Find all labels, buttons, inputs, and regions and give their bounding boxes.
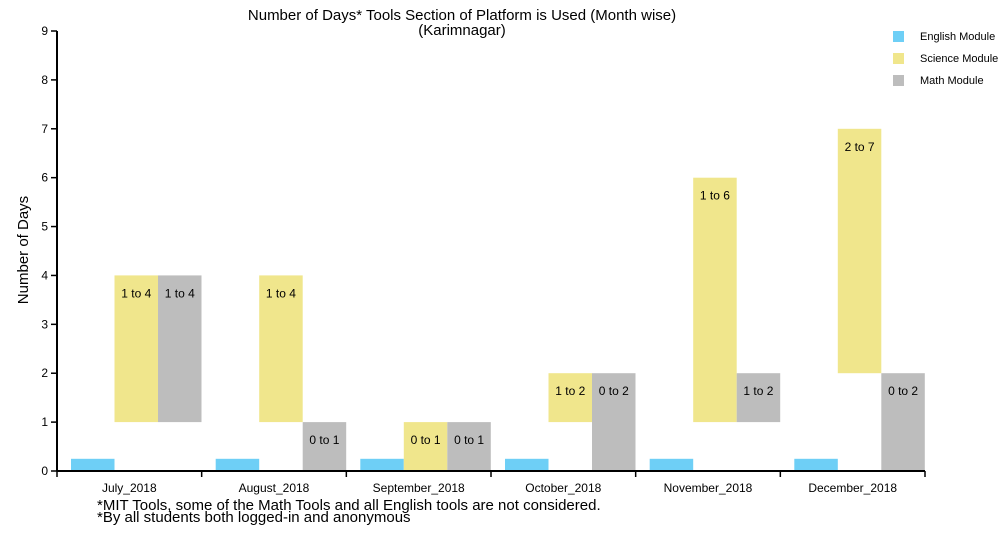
x-tick-label: August_2018 <box>239 481 310 495</box>
footnote-mit-tools: *MIT Tools, some of the Math Tools and a… <box>97 497 601 514</box>
bar-data-label: 1 to 4 <box>121 286 151 300</box>
y-tick-label: 9 <box>41 24 48 38</box>
bar-english-module-november_2018 <box>649 458 694 471</box>
bar-math-module-november_2018 <box>736 373 781 423</box>
bar-data-label: 1 to 6 <box>700 189 730 203</box>
bar-science-module-october_2018 <box>548 373 592 423</box>
y-tick-label: 1 <box>41 415 48 429</box>
legend-swatch <box>893 31 904 42</box>
y-tick-label: 5 <box>41 220 48 234</box>
bar-english-module-september_2018 <box>360 458 404 471</box>
legend-label: Science Module <box>920 53 998 65</box>
x-tick-label: July_2018 <box>102 481 157 495</box>
bar-science-module-december_2018 <box>837 128 882 374</box>
y-tick-label: 7 <box>41 122 48 136</box>
bar-science-module-august_2018 <box>259 275 303 423</box>
bar-english-module-july_2018 <box>71 458 115 471</box>
bar-data-label: 1 to 2 <box>555 384 585 398</box>
bar-science-module-july_2018 <box>114 275 158 423</box>
bar-english-module-december_2018 <box>794 458 838 471</box>
y-tick-label: 4 <box>41 268 48 282</box>
legend-swatch <box>893 75 904 86</box>
legend-label: Math Module <box>920 75 984 87</box>
bars-layer <box>71 128 925 471</box>
bar-math-module-september_2018 <box>447 422 491 471</box>
y-axis-label: Number of Days <box>15 196 32 304</box>
bar-data-label: 0 to 2 <box>888 384 918 398</box>
y-tick-label: 8 <box>41 73 48 87</box>
footnote-students: *By all students both logged-in and anon… <box>97 509 411 526</box>
bar-data-label: 0 to 1 <box>309 433 339 447</box>
bar-math-module-july_2018 <box>158 275 202 423</box>
bar-data-label: 1 to 4 <box>165 286 195 300</box>
x-tick-label: December_2018 <box>808 481 897 495</box>
bar-science-module-november_2018 <box>693 177 737 423</box>
legend-swatch <box>893 53 904 64</box>
chart-subtitle: (Karimnagar) <box>418 22 506 39</box>
chart-title: Number of Days* Tools Section of Platfor… <box>248 7 676 24</box>
bar-math-module-august_2018 <box>302 422 347 471</box>
bar-math-module-december_2018 <box>881 373 925 471</box>
bar-data-label: 2 to 7 <box>845 140 875 154</box>
bar-data-label: 0 to 1 <box>454 433 484 447</box>
bar-science-module-september_2018 <box>403 422 448 471</box>
y-tick-label: 0 <box>41 464 48 478</box>
legend-label: English Module <box>920 31 995 43</box>
x-tick-label: November_2018 <box>664 481 753 495</box>
bar-math-module-october_2018 <box>592 373 636 471</box>
legend: English Module Science Module Math Module <box>893 31 998 87</box>
bar-data-label: 0 to 1 <box>411 433 441 447</box>
bar-labels-layer: 1 to 4 1 to 4 1 to 4 0 to 1 0 to 1 0 to 1 1 to… <box>121 140 918 447</box>
bar-english-module-august_2018 <box>215 458 260 471</box>
bar-data-label: 1 to 4 <box>266 286 296 300</box>
axes-layer: July_2018 August_2018 September_2018 Octobe… <box>41 24 926 495</box>
x-tick-label: September_2018 <box>373 481 465 495</box>
y-tick-label: 2 <box>41 366 48 380</box>
bar-data-label: 0 to 2 <box>599 384 629 398</box>
y-tick-label: 3 <box>41 317 48 331</box>
bar-english-module-october_2018 <box>505 458 549 471</box>
x-tick-label: October_2018 <box>525 481 601 495</box>
bar-data-label: 1 to 2 <box>743 384 773 398</box>
y-tick-label: 6 <box>41 171 48 185</box>
